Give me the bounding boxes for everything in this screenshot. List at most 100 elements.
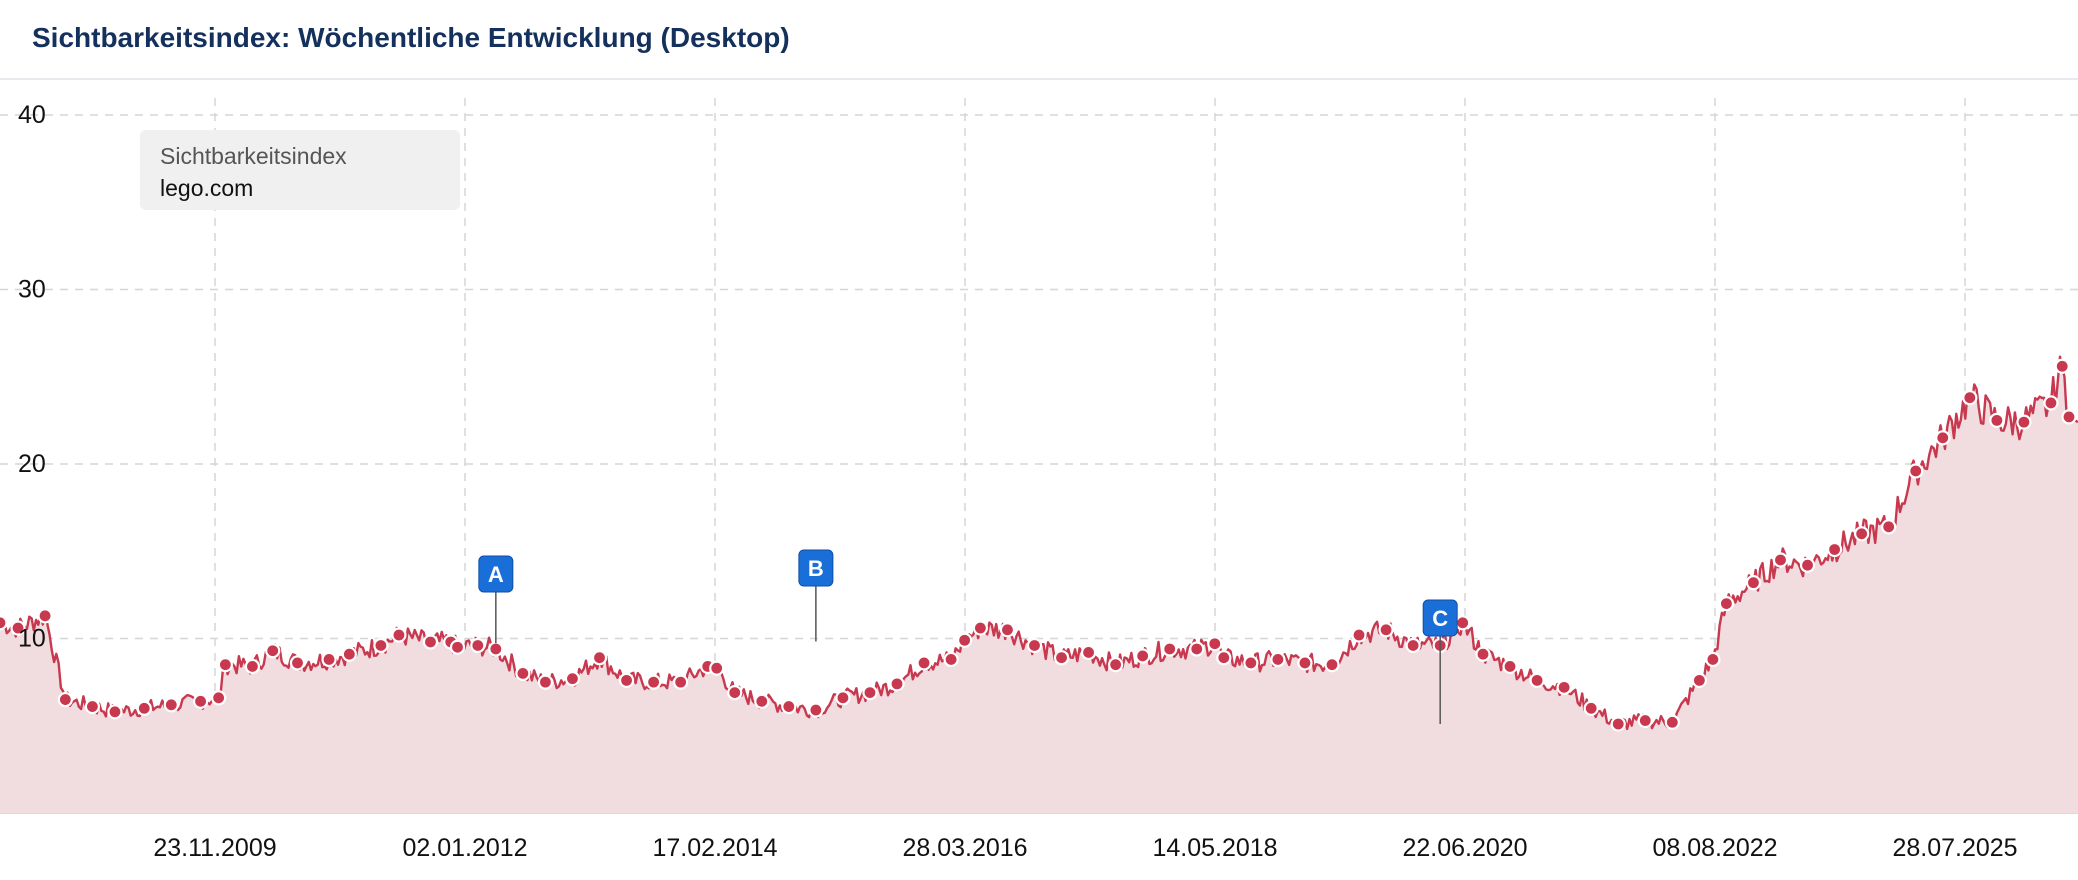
event-marker-label: A: [488, 562, 504, 587]
data-point: [1162, 641, 1178, 657]
event-marker-a[interactable]: A: [478, 555, 514, 644]
legend: Sichtbarkeitsindex lego.com: [140, 130, 460, 210]
chart-title: Sichtbarkeitsindex: Wöchentliche Entwick…: [32, 22, 790, 53]
data-point: [57, 691, 73, 708]
data-point: [1270, 651, 1286, 668]
event-marker-b[interactable]: B: [798, 549, 834, 642]
data-point: [1826, 541, 1843, 558]
data-point: [646, 674, 662, 690]
data-point: [1799, 557, 1816, 573]
data-point: [84, 698, 101, 715]
data-point: [1989, 412, 2005, 428]
data-point: [709, 660, 725, 676]
data-point: [265, 643, 281, 659]
data-point: [373, 637, 389, 654]
event-marker-label: B: [808, 556, 824, 581]
data-point: [0, 615, 8, 631]
event-markers[interactable]: A B C: [478, 549, 1458, 725]
data-point: [1691, 672, 1707, 688]
legend-title: Sichtbarkeitsindex: [160, 143, 347, 169]
data-point: [564, 671, 581, 687]
event-marker-label: C: [1432, 606, 1448, 631]
data-point: [1026, 637, 1043, 654]
data-point: [1216, 650, 1232, 666]
data-point: [37, 608, 53, 624]
data-point: [1908, 463, 1924, 479]
data-point: [515, 665, 531, 682]
data-point: [1053, 650, 1070, 666]
data-point: [862, 684, 878, 701]
data-point: [391, 627, 407, 643]
data-point: [10, 620, 26, 636]
data-point: [1583, 700, 1599, 716]
data-point: [1529, 672, 1545, 688]
data-point: [1378, 622, 1394, 638]
data-point: [1637, 712, 1653, 729]
x-tick-label: 14.05.2018: [1152, 834, 1277, 862]
data-point: [1718, 595, 1735, 612]
data-point: [1351, 627, 1367, 643]
data-points: [0, 358, 2077, 732]
data-point: [1475, 646, 1491, 662]
data-point: [835, 690, 851, 706]
data-point: [1935, 430, 1951, 446]
event-marker-c[interactable]: C: [1422, 599, 1458, 725]
data-point: [2054, 358, 2070, 374]
data-point: [217, 657, 233, 673]
event-marker-flag: [798, 549, 834, 587]
series-area-lego-com: [0, 356, 2078, 813]
data-point: [107, 704, 123, 720]
data-point: [341, 646, 357, 662]
data-point: [488, 641, 504, 657]
data-point: [1243, 655, 1259, 671]
data-point: [999, 622, 1016, 638]
data-point: [1881, 519, 1897, 535]
y-tick-label: 10: [18, 625, 46, 653]
data-point: [781, 698, 797, 715]
x-tick-label: 23.11.2009: [153, 834, 276, 862]
axis-labels: 10 20 30 40 23.11.2009 02.01.2012 17.02.2014 28…: [18, 101, 2018, 862]
data-point: [957, 632, 973, 648]
data-point: [1705, 651, 1721, 668]
data-point: [1135, 648, 1151, 664]
data-point: [2061, 409, 2077, 425]
x-tick-label: 28.07.2025: [1892, 834, 2017, 862]
data-point: [1297, 655, 1313, 671]
data-point: [1745, 575, 1762, 591]
data-point: [754, 693, 770, 709]
data-point: [1772, 552, 1789, 568]
data-point: [1080, 644, 1097, 661]
data-point: [470, 637, 486, 654]
data-point: [321, 651, 337, 668]
data-point: [449, 639, 466, 655]
x-tick-label: 22.06.2020: [1402, 834, 1527, 862]
legend-site: lego.com: [160, 175, 254, 201]
data-point: [808, 702, 824, 718]
data-point: [211, 690, 227, 706]
x-tick-label: 08.08.2022: [1652, 834, 1777, 862]
y-tick-label: 30: [18, 276, 46, 304]
event-marker-flag: [478, 555, 514, 593]
x-tick-label: 17.02.2014: [652, 834, 777, 862]
x-tick-label: 02.01.2012: [402, 834, 527, 862]
data-point: [1405, 637, 1421, 654]
data-point: [163, 697, 179, 713]
x-tick-label: 28.03.2016: [902, 834, 1027, 862]
data-point: [1324, 657, 1340, 673]
data-point: [192, 693, 209, 709]
data-point: [1108, 657, 1124, 673]
data-point: [618, 672, 635, 688]
data-point: [1502, 658, 1518, 675]
event-marker-flag: [1422, 599, 1458, 637]
y-tick-label: 40: [18, 101, 46, 129]
data-point: [889, 676, 905, 692]
data-point: [537, 674, 554, 690]
data-point: [1962, 390, 1978, 406]
data-point: [727, 684, 743, 701]
data-point: [422, 634, 439, 650]
data-point: [1207, 636, 1223, 652]
data-point: [943, 651, 959, 668]
chart-header: Sichtbarkeitsindex: Wöchentliche Entwick…: [0, 0, 2078, 80]
data-point: [916, 655, 932, 671]
